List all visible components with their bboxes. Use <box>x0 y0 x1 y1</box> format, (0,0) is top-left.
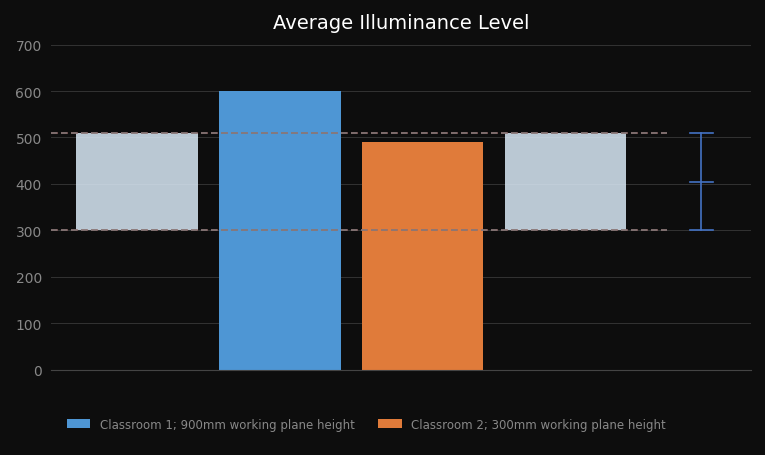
Title: Average Illuminance Level: Average Illuminance Level <box>273 14 529 33</box>
Bar <box>505 133 627 231</box>
Bar <box>220 92 340 370</box>
Legend: Classroom 1; 900mm working plane height, Classroom 2; 300mm working plane height: Classroom 1; 900mm working plane height,… <box>62 413 671 435</box>
Bar <box>362 143 483 370</box>
Bar <box>76 133 198 231</box>
